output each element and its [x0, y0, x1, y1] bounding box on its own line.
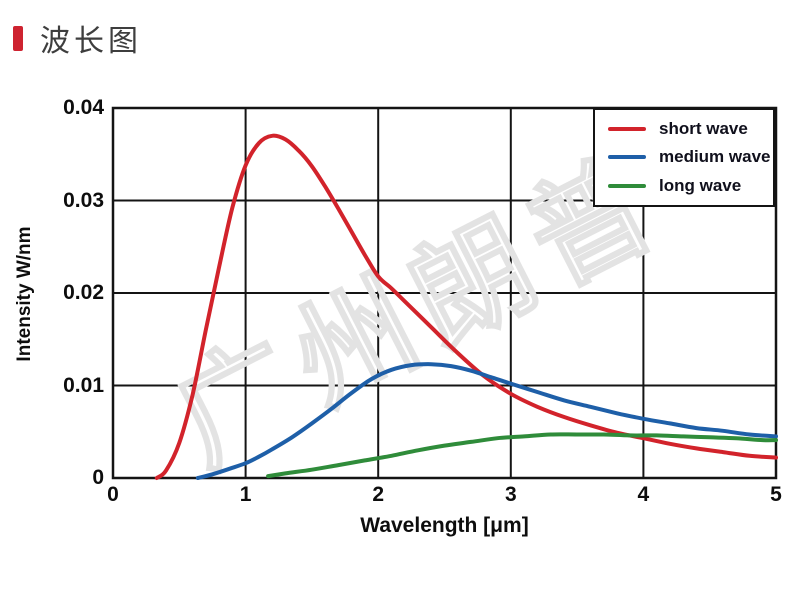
- title-marker-icon: [13, 25, 23, 51]
- page-header: 波长图: [13, 16, 142, 60]
- page-title: 波长图: [40, 25, 142, 58]
- legend-item-long-wave: long wave: [608, 176, 769, 196]
- legend-swatch-medium-wave-icon: [608, 155, 646, 160]
- y-tick-label: 0.01: [63, 373, 104, 397]
- y-tick-label: 0.02: [63, 281, 104, 304]
- legend-swatch-short-wave-icon: [608, 127, 646, 132]
- x-tick-label: 5: [770, 483, 782, 506]
- legend-label-short-wave: short wave: [659, 119, 748, 139]
- x-tick-label: 1: [239, 483, 252, 506]
- legend: short wave medium wave long wave: [593, 108, 775, 207]
- wavelength-chart: 广州朗普 Intensity W/nm Wavelength [μm] shor…: [14, 96, 782, 537]
- legend-label-medium-wave: medium wave: [659, 147, 771, 167]
- legend-swatch-long-wave-icon: [608, 183, 646, 188]
- series-line-long-wave: [266, 432, 778, 479]
- x-tick-label: 3: [504, 483, 517, 506]
- legend-item-medium-wave: medium wave: [608, 147, 771, 167]
- x-tick-label: 4: [637, 483, 650, 506]
- y-tick-label: 0: [92, 466, 104, 489]
- y-tick-label: 0.03: [63, 188, 104, 212]
- plot-border: [111, 106, 778, 480]
- series-line-medium-wave: [195, 362, 778, 480]
- legend-label-long-wave: long wave: [659, 175, 742, 195]
- chart-grid: [111, 106, 778, 480]
- x-axis-title: Wavelength [μm]: [360, 514, 529, 537]
- legend-item-short-wave: short wave: [608, 119, 769, 139]
- y-tick-label: 0.04: [63, 96, 104, 119]
- x-tick-label: 2: [372, 483, 385, 506]
- chart-curves: [154, 133, 778, 480]
- x-tick-label: 0: [107, 483, 119, 506]
